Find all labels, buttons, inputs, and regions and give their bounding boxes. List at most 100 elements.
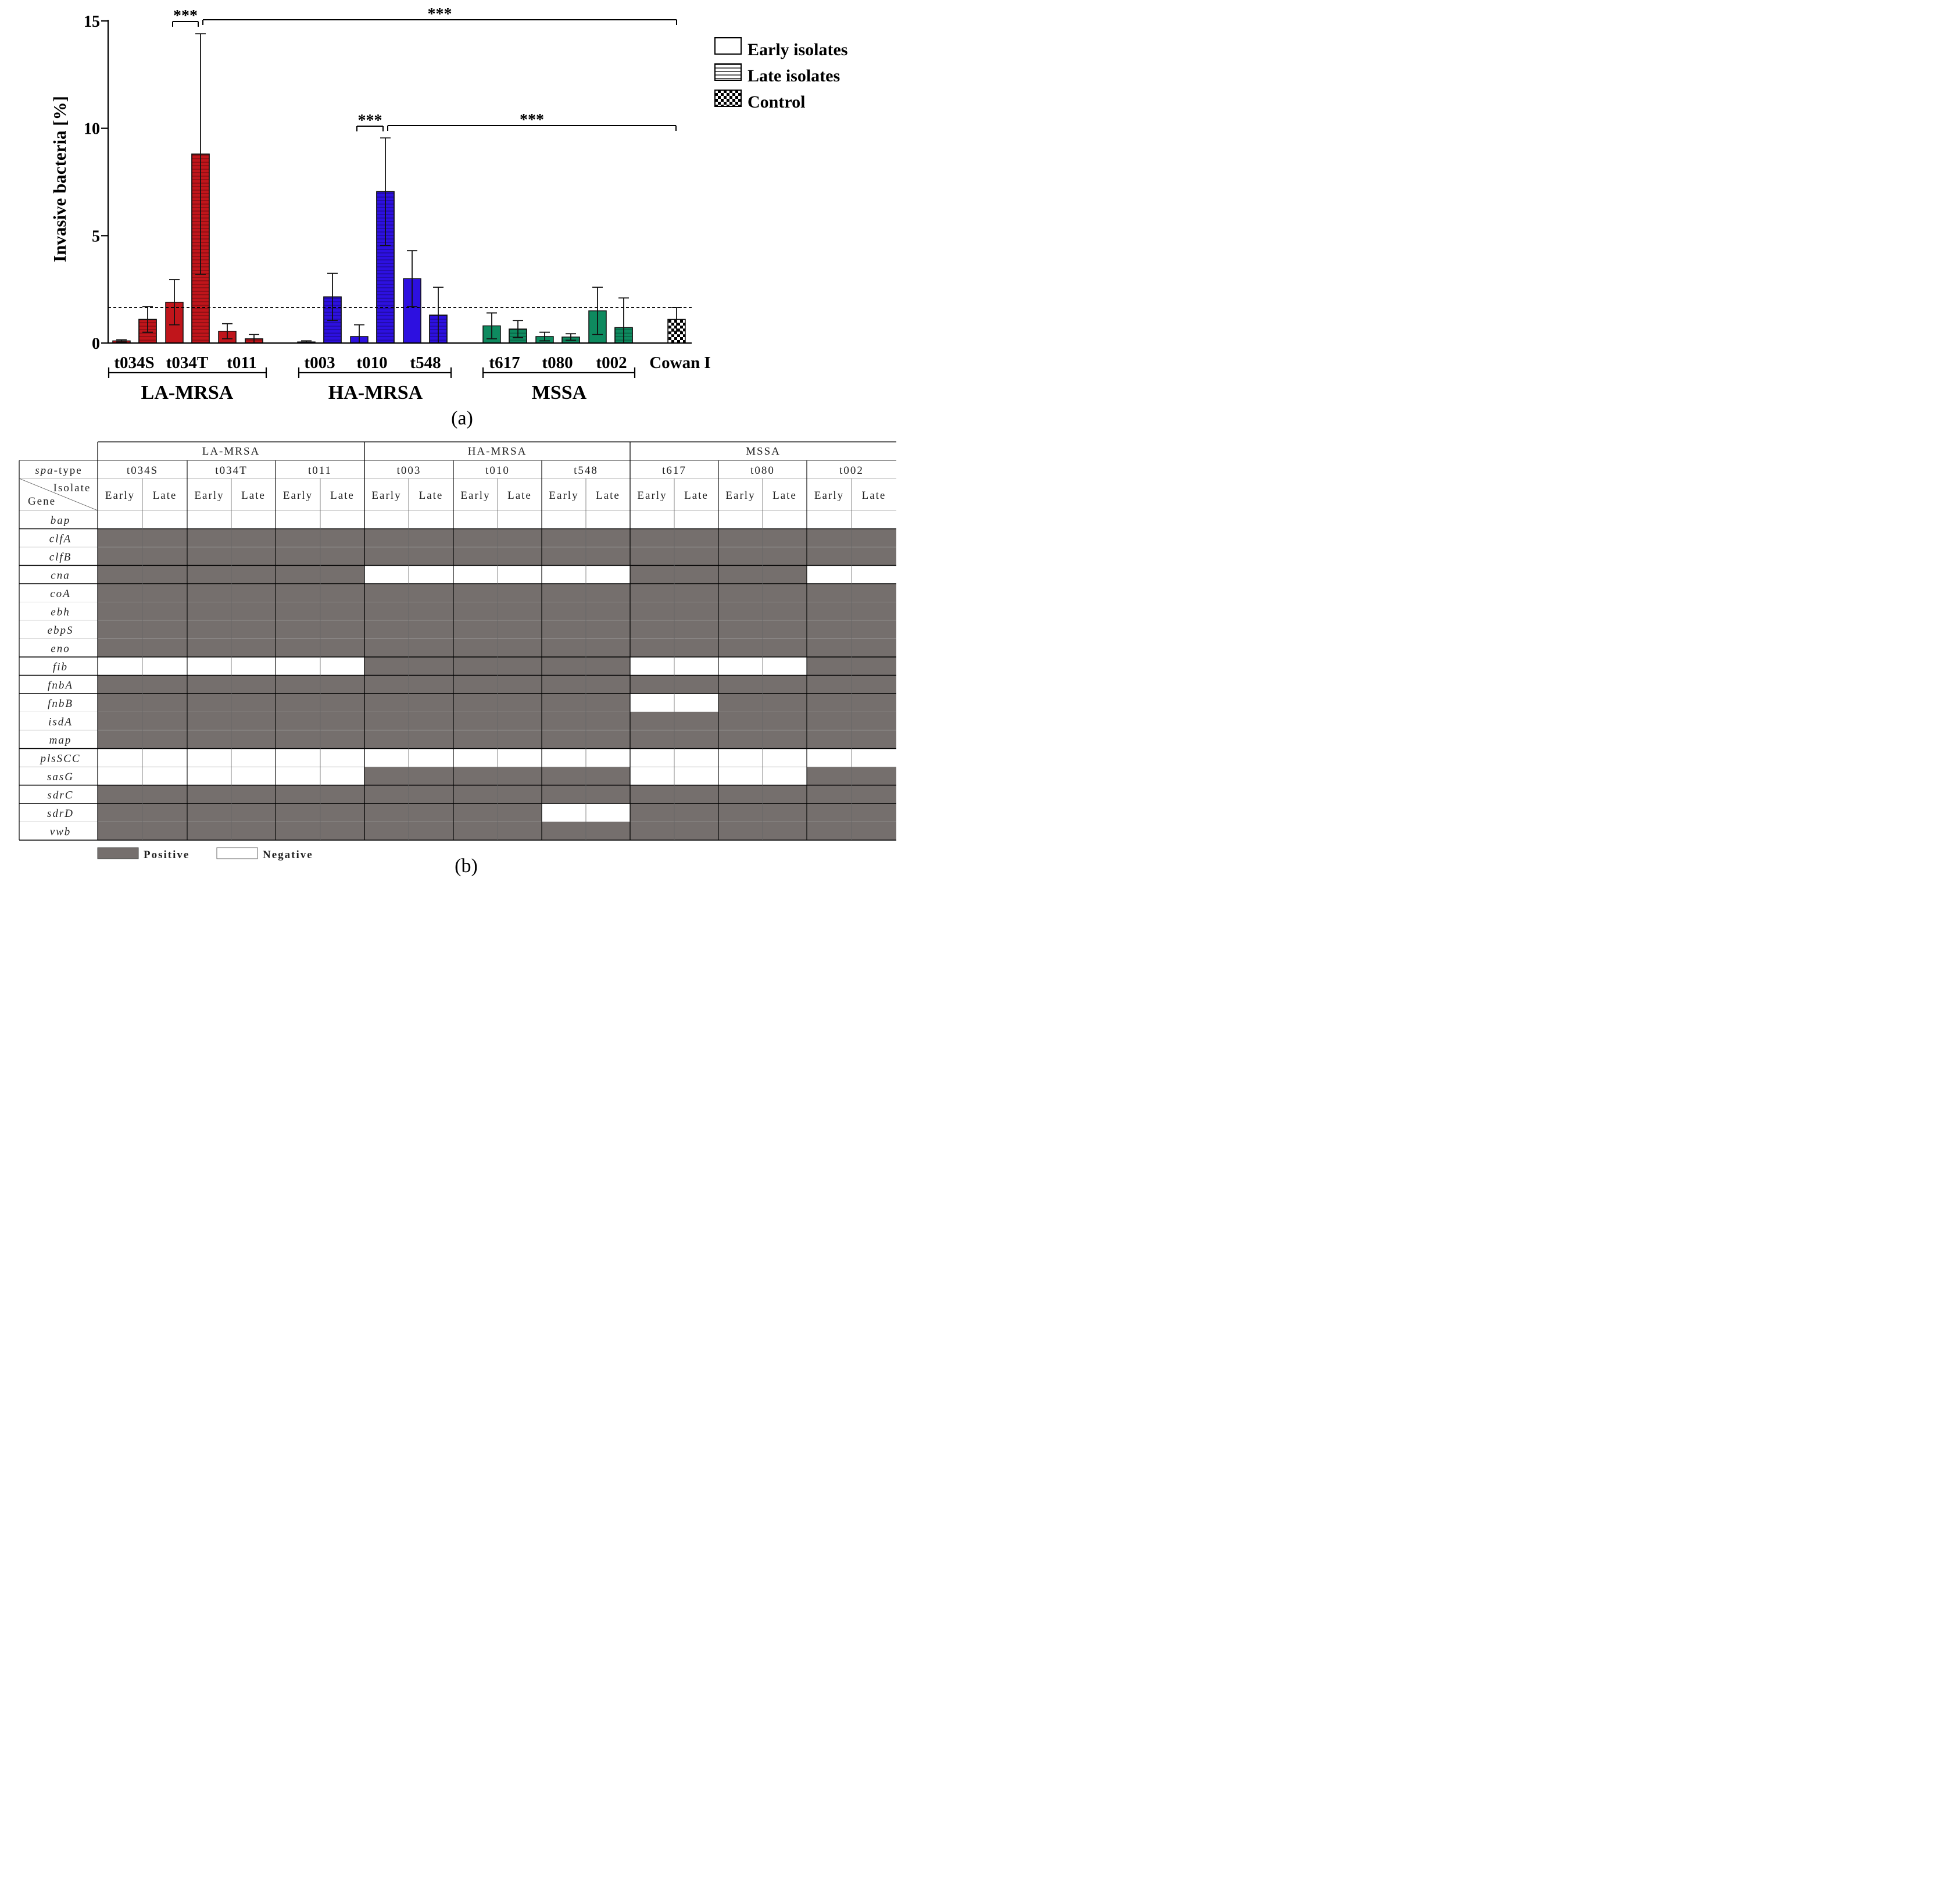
gene-label-ebpS: ebpS [48,624,74,637]
cell-cna-t548-late [586,565,630,584]
cell-sdrC-t617-early [630,785,674,804]
cell-vwb-t011-early [276,822,320,841]
cell-bap-t034S-late [142,510,187,530]
cell-sasG-t548-late [586,767,630,786]
table-legend: Positive Negative [97,847,312,861]
group-brackets: LA-MRSA HA-MRSA MSSA [108,367,636,403]
cell-plsSCC-t617-early [630,748,674,767]
isolate-t080-early: Early [725,490,755,502]
cell-ebpS-t034T-late [231,620,276,640]
cell-coA-t080-late [763,584,807,603]
cell-isdA-t034T-late [231,712,276,731]
cell-clfB-t617-late [674,547,718,566]
isolate-t011-early: Early [283,490,313,502]
cell-sasG-t002-late [852,767,896,786]
legend-label-late: Late isolates [747,66,840,85]
cell-fnbB-t617-early [630,694,674,713]
cell-sdrD-t010-late [498,803,542,823]
sig-t010-early-late-label: *** [358,112,382,130]
cell-sdrC-t617-late [674,785,718,804]
cell-plsSCC-t003-early [364,748,409,767]
cell-sasG-t548-early [542,767,586,786]
significance-brackets: *** *** *** *** [172,5,677,131]
cell-isdA-t003-late [409,712,453,731]
cell-clfA-t034S-early [98,528,142,548]
sig-t034T-late-control: *** [202,5,677,25]
bar-t010-late-error-bar [380,137,391,246]
cell-vwb-t034S-early [98,822,142,841]
cell-bap-t617-late [674,510,718,530]
cell-fnbA-t034T-late [231,675,276,694]
gene-header: Gene [28,495,56,508]
cell-fnbB-t034S-late [142,694,187,713]
cell-fnbB-t011-late [320,694,364,713]
bar-t034t-early-error-bar [169,279,180,326]
cell-fnbA-t003-early [364,675,409,694]
spa-type-t010: t010 [485,465,510,477]
y-tick-label-5: 5 [92,227,100,245]
cell-bap-t617-early [630,510,674,530]
cell-vwb-t617-early [630,822,674,841]
cell-map-t617-late [674,730,718,749]
cell-sdrC-t002-early [807,785,852,804]
cell-cna-t617-early [630,565,674,584]
gene-label-coA: coA [50,588,71,600]
cell-isdA-t617-early [630,712,674,731]
cell-eno-t617-early [630,638,674,658]
cell-fib-t080-early [718,657,763,676]
bars-layer [112,153,686,344]
cell-eno-t080-late [763,638,807,658]
table-grid [19,441,896,841]
cell-ebh-t034S-late [142,602,187,621]
cell-coA-t003-late [409,584,453,603]
cell-ebh-t002-early [807,602,852,621]
cell-vwb-t002-early [807,822,852,841]
cell-sdrC-t034S-late [142,785,187,804]
cell-plsSCC-t548-early [542,748,586,767]
cell-isdA-t010-early [453,712,498,731]
cell-clfA-t617-late [674,528,718,548]
cell-ebh-t617-early [630,602,674,621]
gene-label-vwb: vwb [50,826,71,838]
cell-clfA-t010-late [498,528,542,548]
cell-ebh-t010-late [498,602,542,621]
gene-presence-cells [98,510,896,841]
isolate-t617-early: Early [637,490,667,502]
cell-cna-t034T-late [231,565,276,584]
cell-fnbB-t010-late [498,694,542,713]
gene-label-fnbB: fnbB [48,698,73,710]
cell-bap-t011-late [320,510,364,530]
cell-clfB-t034T-late [231,547,276,566]
cell-bap-t002-late [852,510,896,530]
cell-fnbB-t003-early [364,694,409,713]
cell-eno-t010-early [453,638,498,658]
gene-label-cna: cna [51,570,70,582]
table-group-header-ha-mrsa: HA-MRSA [468,445,527,458]
cell-ebh-t034T-late [231,602,276,621]
cell-cna-t011-late [320,565,364,584]
cell-fnbA-t011-early [276,675,320,694]
sig-t010-late-control-label: *** [520,111,544,129]
cell-fnbA-t617-early [630,675,674,694]
cell-sasG-t034S-early [98,767,142,786]
cell-fnbB-t011-early [276,694,320,713]
cell-plsSCC-t080-early [718,748,763,767]
cell-ebpS-t034S-late [142,620,187,640]
cell-plsSCC-t010-late [498,748,542,767]
cell-map-t003-late [409,730,453,749]
cell-sasG-t617-late [674,767,718,786]
cell-isdA-t034T-early [187,712,231,731]
cell-clfB-t548-late [586,547,630,566]
cell-bap-t548-early [542,510,586,530]
cell-isdA-t548-late [586,712,630,731]
gene-label-sasG: sasG [47,771,74,783]
cell-ebh-t011-early [276,602,320,621]
cell-fib-t003-early [364,657,409,676]
gene-label-clfB: clfB [49,551,72,563]
bar-t617-early-error-bar [487,312,497,340]
cell-fnbA-t003-late [409,675,453,694]
cell-fnbB-t010-early [453,694,498,713]
group-bracket-la-mrsa [108,367,267,378]
cell-isdA-t548-early [542,712,586,731]
isolate-header: Isolate [53,482,91,494]
